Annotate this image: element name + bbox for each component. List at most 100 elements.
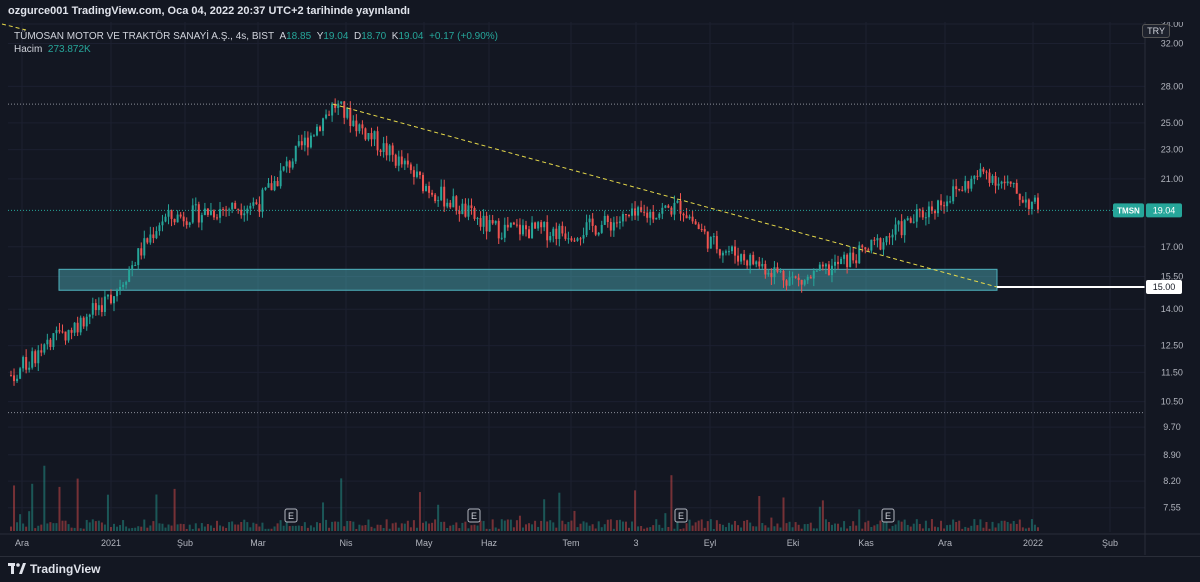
candle-body <box>1030 201 1033 209</box>
volume-bar <box>806 523 809 531</box>
publish-info: ozgurce001 TradingView.com, Oca 04, 2022… <box>8 5 410 17</box>
y-tick-label: 7.55 <box>1163 503 1181 513</box>
earnings-marker[interactable]: E <box>467 508 481 523</box>
candle-body <box>85 316 88 327</box>
volume-bar <box>921 528 924 531</box>
volume-bar <box>673 528 676 531</box>
tradingview-brand[interactable]: TradingView <box>8 562 100 576</box>
candle-body <box>422 175 424 192</box>
price-axis[interactable]: 34.00 32.00 28.00 25.00 23.00 21.00 17.00 15.50… <box>1113 19 1183 555</box>
candle-body <box>406 160 409 165</box>
candle-body <box>349 107 352 127</box>
volume-bar <box>249 527 252 531</box>
volume-bar <box>188 524 191 531</box>
chart-area[interactable]: 34.00 32.00 28.00 25.00 23.00 21.00 17.00 15.50… <box>0 19 1200 555</box>
volume-bar <box>103 524 106 531</box>
volume-bar <box>830 524 833 531</box>
candle-body <box>237 208 240 210</box>
volume-bar <box>385 519 388 531</box>
candle-body <box>164 216 167 222</box>
candle-body <box>455 196 458 211</box>
candle-body <box>906 218 909 221</box>
candle-body <box>840 258 843 265</box>
currency-badge[interactable]: TRY <box>1142 24 1170 38</box>
candle-body <box>188 222 191 225</box>
candle-body <box>403 160 406 165</box>
price-chart-svg[interactable]: 34.00 32.00 28.00 25.00 23.00 21.00 17.00 15.50… <box>0 19 1200 555</box>
candle-body <box>518 224 521 235</box>
candle-body <box>258 204 261 212</box>
volume-bar <box>431 522 434 531</box>
volume-bar <box>322 502 325 531</box>
candle-body <box>1015 182 1018 194</box>
candle-body <box>185 221 188 225</box>
volume-bar <box>397 527 400 531</box>
volume-bar <box>113 523 115 531</box>
candle-body <box>452 196 455 208</box>
candle-body <box>946 201 949 207</box>
volume-bar <box>667 526 670 531</box>
symbol-legend: TÜMOSAN MOTOR VE TRAKTÖR SANAYİ A.Ş., 4s… <box>14 30 498 44</box>
volume-bar <box>646 527 649 531</box>
volume-bar <box>655 519 658 531</box>
x-tick-label: 3 <box>633 538 638 548</box>
volume-bar <box>697 520 700 531</box>
candle-body <box>212 210 215 218</box>
candle-body <box>761 263 764 267</box>
volume-bar <box>864 522 867 531</box>
candle-body <box>276 180 279 187</box>
candle-body <box>13 375 16 382</box>
volume-bar <box>10 526 12 531</box>
candle-body <box>155 231 158 239</box>
candle-body <box>694 221 697 225</box>
volume-bar <box>770 517 773 531</box>
y-tick-label: 8.90 <box>1163 450 1181 460</box>
earnings-marker[interactable]: E <box>881 508 895 523</box>
volume-bar <box>897 520 900 531</box>
candle-body <box>246 208 249 214</box>
volume-bar <box>276 523 279 531</box>
candle-body <box>815 270 818 272</box>
volume-bar <box>764 525 767 531</box>
volume-bar <box>615 520 618 531</box>
volume-bar <box>821 500 824 531</box>
candle-body <box>858 245 861 264</box>
candle-body <box>958 189 961 191</box>
volume-bar <box>1030 519 1033 531</box>
candle-body <box>628 215 630 217</box>
candle-body <box>388 145 391 156</box>
volume-bar <box>261 522 264 531</box>
x-tick-label: 2021 <box>101 538 121 548</box>
volume-bar <box>143 519 146 531</box>
candle-body <box>827 264 830 276</box>
candle-body <box>67 330 70 341</box>
volume-bar <box>149 525 152 531</box>
earnings-marker[interactable]: E <box>284 508 298 523</box>
candle-body <box>434 194 437 202</box>
candle-body <box>197 204 200 223</box>
candle-body <box>200 215 203 223</box>
candle-body <box>243 213 246 216</box>
x-tick-label: Şub <box>1102 538 1118 548</box>
drawing-overlays <box>1 23 1145 414</box>
volume-bar <box>967 527 970 531</box>
volume-bar <box>194 523 197 531</box>
candle-body <box>712 236 715 238</box>
volume-bar <box>688 519 691 531</box>
candle-body <box>58 330 61 332</box>
candle-body <box>31 351 34 368</box>
candle-body <box>546 221 549 241</box>
candle-body <box>891 234 894 238</box>
volume-bar <box>955 522 958 531</box>
volume-bar <box>137 526 140 531</box>
volume-bar <box>691 525 694 531</box>
volume-bar <box>1012 520 1015 531</box>
time-axis[interactable]: Ara 2021 Şub Mar Nis May Haz Tem 3 Eyl Eki Kas Ara 20… <box>0 533 1200 548</box>
candle-body <box>743 254 746 261</box>
volume-bar <box>809 522 812 531</box>
volume-bar <box>509 519 512 531</box>
earnings-marker[interactable]: E <box>674 508 688 523</box>
volume-bar <box>767 527 770 531</box>
volume-value: 273.872K <box>47 44 91 55</box>
